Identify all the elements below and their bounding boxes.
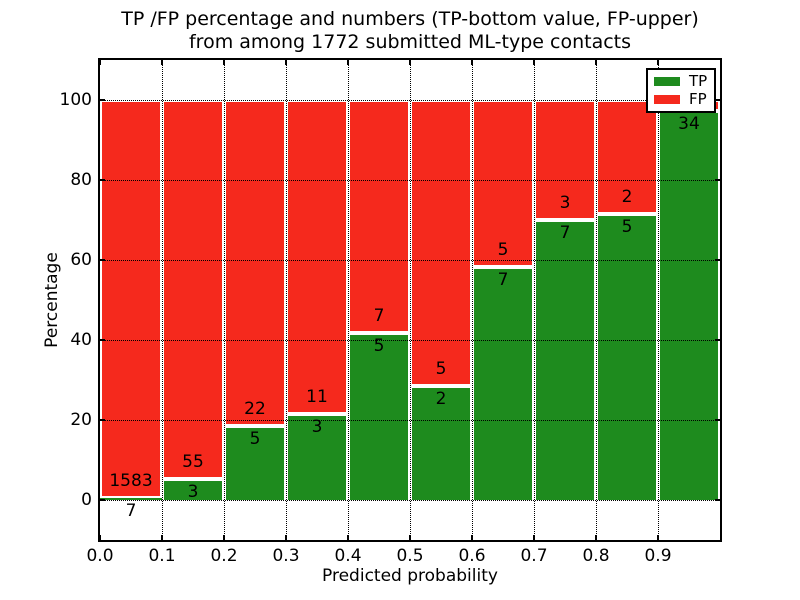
bar-segment-fp	[286, 100, 348, 415]
bar-segment-tp	[472, 266, 534, 500]
bar-segment-tp	[348, 333, 410, 500]
x-tick-label: 0.8	[582, 546, 610, 566]
bar-segment-fp	[100, 100, 162, 499]
x-tick-mark	[347, 60, 349, 65]
x-tick-mark	[657, 60, 659, 65]
x-tick-mark	[657, 535, 659, 540]
bar-segment-tp	[224, 425, 286, 500]
x-tick-mark	[471, 60, 473, 65]
bar-segment-tp	[162, 479, 224, 500]
bar-count-label-tp: 34	[678, 114, 700, 135]
x-tick-mark	[223, 60, 225, 65]
y-tick-label: 100	[59, 90, 92, 110]
x-tick-label: 0.6	[458, 546, 486, 566]
bar-segment-tp	[658, 111, 720, 500]
y-tick-label: 0	[81, 490, 92, 510]
x-tick-label: 0.9	[644, 546, 672, 566]
chart-title-line-2: from among 1772 submitted ML-type contac…	[188, 31, 632, 53]
bar-segment-fp	[534, 100, 596, 220]
bar-segment-tp	[534, 220, 596, 500]
x-tick-label: 0.7	[520, 546, 548, 566]
bar-count-label-fp: 3	[559, 193, 571, 213]
x-tick-label: 0.4	[334, 546, 362, 566]
legend-row-fp: FP	[654, 92, 714, 107]
y-tick-label: 20	[70, 410, 92, 430]
bar-count-label-fp: 22	[244, 398, 266, 419]
x-tick-mark	[223, 535, 225, 540]
plot-area: 158375532251137552573725134	[98, 58, 722, 542]
legend: TP FP	[646, 68, 716, 113]
bar-segment-fp	[410, 100, 472, 386]
chart-title-line-1: TP /FP percentage and numbers (TP-bottom…	[121, 8, 699, 30]
bar-segment-fp	[472, 100, 534, 267]
bar-count-label-fp: 7	[373, 306, 385, 327]
y-tick-label: 40	[70, 330, 92, 350]
legend-swatch-tp-icon	[654, 76, 680, 86]
x-tick-mark	[409, 60, 411, 65]
bar-count-label-tp: 7	[125, 501, 137, 522]
x-tick-mark	[161, 535, 163, 540]
legend-row-tp: TP	[654, 71, 714, 90]
bar-segment-fp	[348, 100, 410, 334]
x-tick-label: 0.1	[148, 546, 176, 566]
bar-segment-tp	[410, 385, 472, 500]
x-tick-mark	[285, 60, 287, 65]
bar-count-label-fp: 1583	[109, 471, 153, 492]
bar-segment-tp	[596, 214, 658, 500]
x-tick-label: 0.5	[396, 546, 424, 566]
bar-count-label-fp: 55	[182, 452, 204, 473]
x-tick-mark	[161, 60, 163, 65]
bar-count-label-tp: 7	[497, 269, 509, 290]
x-tick-label: 0.2	[210, 546, 238, 566]
x-tick-mark	[533, 60, 535, 65]
legend-label-fp: FP	[689, 90, 707, 109]
x-tick-mark	[99, 60, 101, 65]
x-tick-mark	[347, 535, 349, 540]
x-tick-mark	[409, 535, 411, 540]
x-tick-label: 0.0	[86, 546, 114, 566]
bar-count-label-fp: 5	[497, 239, 509, 260]
bar-count-label-tp: 2	[435, 388, 447, 409]
x-tick-mark	[595, 535, 597, 540]
x-tick-mark	[471, 535, 473, 540]
bar-segment-tp	[100, 498, 162, 501]
bar-count-label-tp: 3	[311, 417, 323, 438]
bar-count-label-fp: 5	[435, 358, 447, 379]
y-tick-label: 60	[70, 250, 92, 270]
bar-count-label-fp: 11	[306, 387, 328, 408]
bar-segment-tp	[286, 414, 348, 500]
bar-count-label-tp: 5	[249, 428, 261, 449]
legend-label-tp: TP	[689, 71, 708, 90]
x-tick-mark	[285, 535, 287, 540]
x-tick-label: 0.3	[272, 546, 300, 566]
x-axis-title: Predicted probability	[322, 566, 498, 586]
bar-count-label-fp: 2	[621, 187, 633, 208]
legend-swatch-fp-icon	[654, 95, 680, 105]
x-tick-mark	[99, 535, 101, 540]
bar-count-label-tp: 5	[621, 217, 633, 238]
bar-count-label-tp: 7	[559, 223, 571, 243]
y-tick-label: 80	[70, 170, 92, 190]
bar-segment-fp	[224, 100, 286, 426]
bar-count-label-tp: 5	[373, 336, 385, 357]
chart-title: TP /FP percentage and numbers (TP-bottom…	[100, 8, 720, 54]
x-tick-mark	[595, 60, 597, 65]
bar-segment-fp	[162, 100, 224, 480]
bar-segment-fp	[596, 100, 658, 215]
x-tick-mark	[533, 535, 535, 540]
y-axis-title: Percentage	[42, 252, 62, 348]
bar-count-label-tp: 3	[187, 482, 199, 503]
